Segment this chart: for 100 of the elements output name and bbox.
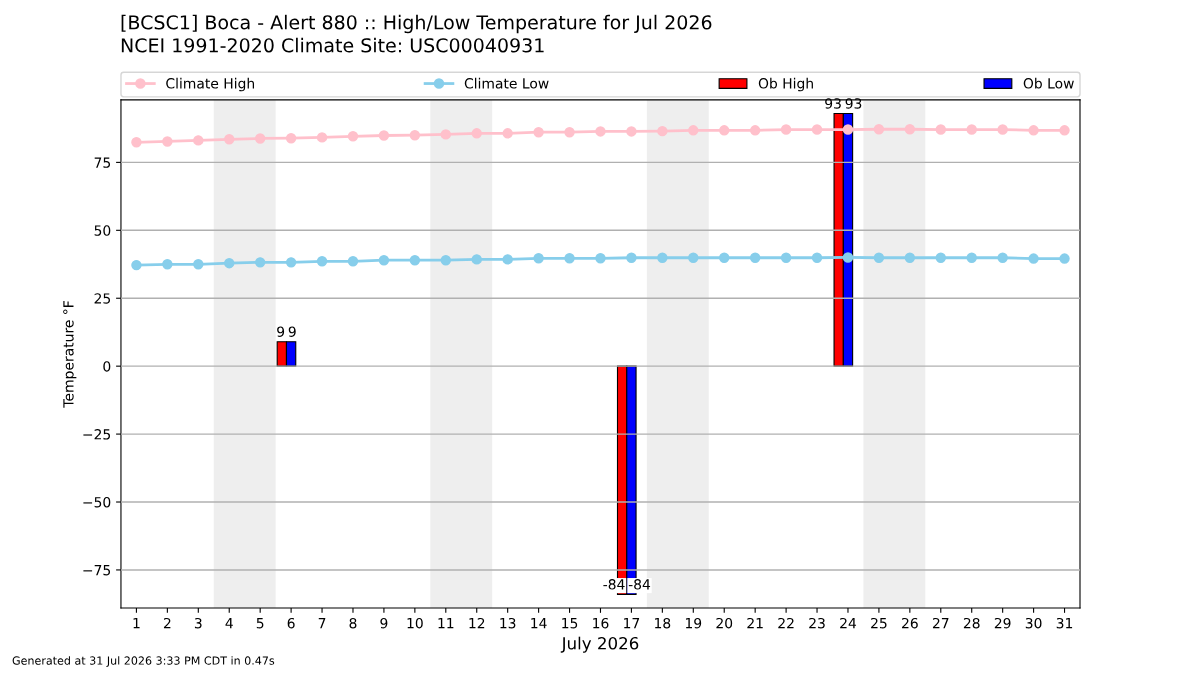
point bbox=[254, 133, 266, 144]
point bbox=[935, 124, 946, 135]
point bbox=[842, 124, 854, 135]
point bbox=[131, 259, 142, 271]
point bbox=[997, 252, 1008, 263]
x-tick-label: 25 bbox=[871, 617, 887, 629]
point bbox=[997, 124, 1008, 135]
x-tick-label: 1 bbox=[133, 618, 140, 629]
legend-label: Ob High bbox=[758, 77, 813, 92]
point bbox=[224, 257, 235, 269]
point bbox=[595, 253, 606, 264]
point bbox=[811, 124, 823, 135]
point bbox=[966, 124, 977, 135]
point bbox=[1028, 125, 1039, 136]
x-tick-label: 11 bbox=[438, 618, 454, 629]
point bbox=[378, 254, 390, 266]
data-label: -84 bbox=[628, 579, 651, 590]
point bbox=[254, 257, 266, 268]
point bbox=[285, 133, 297, 144]
point bbox=[1059, 125, 1070, 136]
y-tick-label: 25 bbox=[94, 293, 111, 304]
point bbox=[440, 254, 452, 266]
y-axis-title: Temperature °F bbox=[63, 301, 77, 408]
chart-subtitle: NCEI 1991-2020 Climate Site: USC00040931 bbox=[121, 37, 544, 53]
point bbox=[904, 252, 916, 263]
point bbox=[749, 125, 761, 136]
legend-label: Climate Low bbox=[464, 77, 549, 89]
chart-title: [BCSC1] Boca - Alert 880 :: High/Low Temperature for Jul 2026 bbox=[121, 14, 712, 34]
x-tick-label: 28 bbox=[963, 617, 980, 629]
point bbox=[502, 254, 513, 265]
point bbox=[873, 124, 885, 135]
x-tick-label: 13 bbox=[500, 617, 516, 629]
data-label: 9 bbox=[277, 326, 285, 337]
point bbox=[626, 252, 637, 263]
point bbox=[688, 252, 699, 263]
point bbox=[595, 126, 606, 137]
x-tick-label: 18 bbox=[655, 617, 671, 629]
point bbox=[347, 131, 359, 142]
point bbox=[719, 125, 730, 136]
point bbox=[533, 253, 544, 264]
point bbox=[502, 128, 513, 139]
point bbox=[719, 252, 730, 263]
y-tick-label: 0 bbox=[103, 361, 111, 372]
x-tick-label: 24 bbox=[840, 617, 857, 629]
data-label: 9 bbox=[288, 326, 296, 337]
point bbox=[780, 124, 792, 135]
point bbox=[657, 252, 668, 263]
point bbox=[285, 257, 297, 268]
x-tick-label: 6 bbox=[287, 617, 295, 629]
x-axis-title: July 2026 bbox=[560, 636, 639, 653]
x-tick-label: 23 bbox=[809, 617, 825, 629]
point bbox=[626, 126, 637, 137]
point bbox=[471, 254, 482, 265]
point bbox=[193, 259, 204, 270]
x-tick-label: 4 bbox=[225, 618, 233, 629]
x-tick-label: 9 bbox=[380, 617, 388, 629]
x-tick-label: 15 bbox=[562, 618, 578, 629]
text: Generated at 31 Jul 2026 3:33 PM CDT in 0.47s bbox=[12, 656, 275, 667]
point bbox=[162, 259, 173, 270]
point bbox=[162, 136, 173, 147]
x-tick-label: 2 bbox=[163, 617, 171, 629]
x-tick-label: 16 bbox=[593, 617, 609, 629]
x-tick-label: 29 bbox=[994, 617, 1011, 629]
x-tick-label: 20 bbox=[716, 617, 733, 629]
y-tick-label: 50 bbox=[94, 225, 111, 236]
point bbox=[193, 135, 204, 146]
point bbox=[347, 256, 359, 267]
point bbox=[1028, 253, 1039, 264]
data-label: -84 bbox=[603, 579, 625, 590]
point bbox=[316, 256, 328, 267]
point bbox=[1059, 253, 1070, 264]
x-tick-label: 14 bbox=[531, 618, 547, 629]
x-tick-label: 17 bbox=[624, 618, 640, 629]
x-tick-label: 3 bbox=[194, 617, 202, 629]
point bbox=[842, 252, 854, 263]
point bbox=[873, 252, 885, 263]
y-tick-label: −75 bbox=[83, 565, 111, 576]
point bbox=[378, 130, 390, 141]
data-label: 93 bbox=[825, 98, 841, 109]
point bbox=[440, 129, 452, 140]
point bbox=[780, 252, 792, 263]
point bbox=[935, 252, 946, 263]
point bbox=[471, 128, 482, 139]
point bbox=[904, 124, 916, 135]
legend-label: Climate High bbox=[166, 77, 255, 92]
x-tick-label: 22 bbox=[778, 617, 794, 629]
point bbox=[316, 132, 328, 143]
x-tick-label: 26 bbox=[902, 617, 918, 629]
y-tick-label: −50 bbox=[83, 496, 111, 508]
point bbox=[688, 125, 699, 136]
x-tick-label: 8 bbox=[349, 617, 357, 629]
point bbox=[966, 252, 977, 263]
x-tick-label: 31 bbox=[1056, 617, 1073, 629]
x-tick-label: 27 bbox=[932, 617, 949, 629]
point bbox=[409, 254, 421, 266]
x-tick-label: 10 bbox=[407, 617, 423, 629]
data-label: 93 bbox=[845, 98, 862, 109]
x-tick-label: 5 bbox=[256, 618, 264, 629]
point bbox=[564, 127, 575, 138]
x-tick-label: 7 bbox=[318, 618, 326, 629]
